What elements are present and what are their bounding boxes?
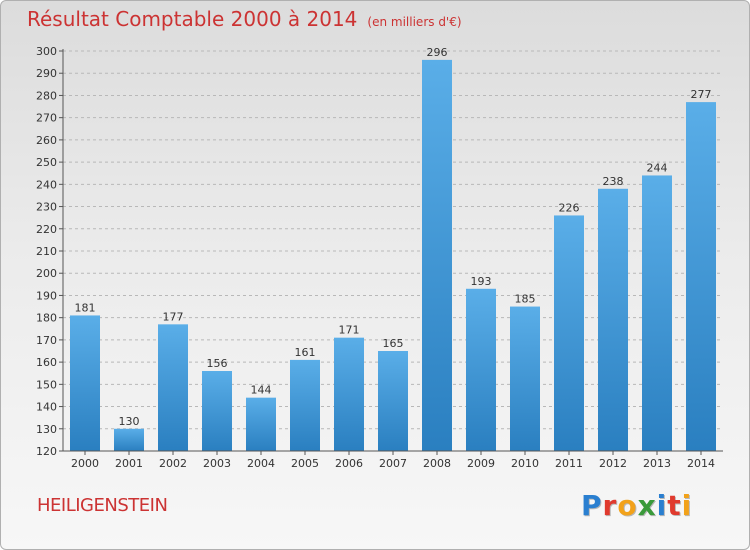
- y-tick-label: 270: [36, 112, 57, 125]
- x-tick-label: 2009: [467, 457, 495, 470]
- chart-title: Résultat Comptable 2000 à 2014 (en millie…: [27, 7, 462, 31]
- x-axis: 2000 2001 2002 2003 2004 2005 2006 2007 2008 2009…: [71, 451, 715, 470]
- logo-letter: o: [617, 489, 638, 522]
- logo-letter: t: [667, 489, 682, 522]
- y-tick-label: 170: [36, 334, 57, 347]
- data-label: 161: [295, 346, 316, 359]
- chart-subtitle: (en milliers d'€): [367, 15, 462, 29]
- x-tick-label: 2008: [423, 457, 451, 470]
- bar-2008: [422, 59, 452, 452]
- data-label: 238: [603, 175, 624, 188]
- y-tick-label: 180: [36, 312, 57, 325]
- x-tick-label: 2006: [335, 457, 363, 470]
- x-tick-label: 2011: [555, 457, 583, 470]
- y-tick-label: 190: [36, 289, 57, 302]
- data-label: 171: [339, 324, 360, 337]
- proxiti-logo: Proxiti: [581, 489, 692, 522]
- data-label: 181: [75, 301, 96, 314]
- bar-2010: [510, 306, 540, 451]
- logo-letter: r: [602, 489, 618, 522]
- bar-2000: [70, 315, 100, 451]
- y-tick-label: 150: [36, 378, 57, 391]
- bar-2004: [246, 397, 276, 451]
- x-tick-label: 2002: [159, 457, 187, 470]
- logo-letter: x: [637, 489, 657, 522]
- x-tick-label: 2010: [511, 457, 539, 470]
- bar-2014: [686, 102, 716, 451]
- bar-2003: [202, 371, 232, 451]
- logo-letter: i: [656, 489, 668, 522]
- bars: 181 130 177 156 144 161 171 165 296 193 185 226 238 2…: [70, 46, 716, 452]
- bar-2007: [378, 351, 408, 451]
- bar-2005: [290, 359, 320, 451]
- data-label: 156: [207, 357, 228, 370]
- x-tick-label: 2014: [687, 457, 715, 470]
- y-tick-label: 290: [36, 67, 57, 80]
- y-tick-label: 140: [36, 401, 57, 414]
- y-tick-label: 240: [36, 178, 57, 191]
- bar-2002: [158, 324, 188, 451]
- data-label: 277: [691, 88, 712, 101]
- y-tick-label: 210: [36, 245, 57, 258]
- x-tick-label: 2001: [115, 457, 143, 470]
- bar-2011: [554, 215, 584, 451]
- x-tick-label: 2007: [379, 457, 407, 470]
- y-axis: 120 130 140 150 160 170 180 190 200 210 220 230 240 2…: [36, 45, 63, 458]
- y-tick-label: 260: [36, 134, 57, 147]
- commune-name: HEILIGENSTEIN: [37, 495, 168, 516]
- x-tick-label: 2004: [247, 457, 275, 470]
- data-label: 185: [515, 293, 536, 306]
- bar-2001: [114, 428, 144, 451]
- bar-2006: [334, 337, 364, 451]
- y-tick-label: 120: [36, 445, 57, 458]
- data-label: 193: [471, 275, 492, 288]
- y-tick-label: 250: [36, 156, 57, 169]
- data-label: 165: [383, 337, 404, 350]
- x-tick-label: 2003: [203, 457, 231, 470]
- x-tick-label: 2013: [643, 457, 671, 470]
- x-tick-label: 2012: [599, 457, 627, 470]
- y-tick-label: 280: [36, 89, 57, 102]
- logo-letter: P: [581, 489, 603, 522]
- y-tick-label: 130: [36, 423, 57, 436]
- data-label: 144: [251, 384, 272, 397]
- data-label: 226: [559, 201, 580, 214]
- y-tick-label: 200: [36, 267, 57, 280]
- x-tick-label: 2005: [291, 457, 319, 470]
- y-tick-label: 230: [36, 201, 57, 214]
- y-tick-label: 300: [36, 45, 57, 58]
- data-label: 244: [647, 161, 668, 174]
- bar-2012: [598, 188, 628, 451]
- data-label: 296: [427, 46, 448, 59]
- logo-letter: i: [681, 489, 693, 522]
- data-label: 177: [163, 310, 184, 323]
- y-tick-label: 220: [36, 223, 57, 236]
- bar-2009: [466, 288, 496, 451]
- data-label: 130: [119, 415, 140, 428]
- x-tick-label: 2000: [71, 457, 99, 470]
- title-text: Résultat Comptable 2000 à 2014: [27, 7, 358, 31]
- y-tick-label: 160: [36, 356, 57, 369]
- bar-2013: [642, 175, 672, 451]
